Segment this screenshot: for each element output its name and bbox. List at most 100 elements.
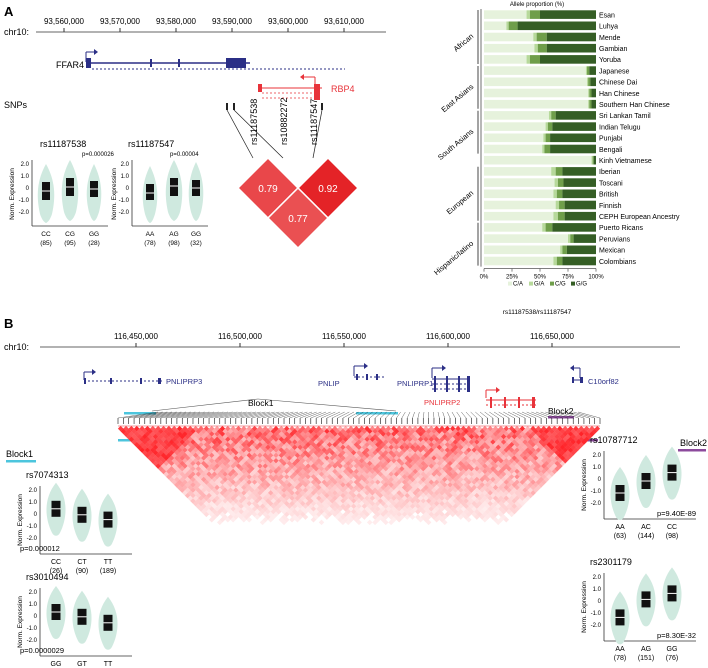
snp-fan-line [283,411,303,419]
ld-cell [246,468,252,475]
bar-segment [545,133,551,143]
ld-cell [216,449,223,456]
snp-fan-line [407,411,411,419]
ld-cell [262,479,269,486]
svg-text:(28): (28) [88,240,100,247]
ld-cell [439,441,445,448]
bar-segment [484,10,527,19]
ld-cell [176,441,183,448]
ld-cell [329,449,336,456]
ld-cell [273,463,279,469]
category-label: Punjabi [599,136,623,143]
ld-cell [511,460,518,467]
ld-cell [431,482,437,488]
ld-cell [195,498,202,504]
snp-fan-line [470,411,477,419]
ld-cell [262,511,269,518]
bar-segment [484,43,535,53]
svg-text:GG: GG [191,231,201,238]
snp-fan-line [289,411,308,419]
ld-cell [251,506,258,512]
ld-cell [374,468,381,475]
ld-cell [420,482,427,488]
ld-cell [174,460,180,467]
ld-cell [299,468,306,475]
ld-cell [211,498,218,504]
ld-cell [431,460,437,467]
snp-fan-line [540,411,558,419]
ld-cell [420,498,427,504]
bar-segment [553,211,558,221]
b-tick-label: 116,650,000 [530,332,574,341]
ld-cell [457,498,464,504]
ld-cell [216,487,223,494]
ld-cell [273,425,279,432]
ld-cell [374,463,381,469]
ld-cell [329,482,336,488]
ld-cell [388,519,394,526]
ld-cell [195,449,202,456]
legend-label: C/G [555,282,566,288]
ld-cell [310,495,317,502]
ld-cell [241,468,247,475]
ld-cell [393,444,400,451]
ld-cell [476,458,483,464]
bar-segment [593,155,596,165]
ld-cell [439,431,445,437]
bar-segment [588,99,590,109]
snps-label: SNPs [4,100,28,110]
ld-value: 0.92 [318,184,338,195]
bar-segment [592,155,594,165]
ld-cell [412,506,419,512]
bar-segment [562,189,596,199]
snp-fan-line [456,411,461,419]
ld-cell [476,479,483,486]
ld-cell [439,458,445,464]
bar-segment [526,10,530,19]
snp-fan-line [134,411,173,419]
ld-cell [382,449,389,456]
snp-fan-line [396,411,401,419]
bar-segment [484,133,544,143]
bar-segment [484,245,561,255]
svg-text:-1.0: -1.0 [119,198,130,204]
ld-cell [171,468,178,475]
snp-fan-line [139,411,177,419]
violin-snp-title: rs11187547 [128,139,174,149]
ld-cell [310,463,317,469]
violin-pvalue: p=9.40E-89 [657,509,696,518]
ld-cell [246,441,252,448]
ld-cell [540,441,547,448]
ld-cell [482,516,488,523]
snp-fan-line [465,411,472,419]
bar-segment [550,144,596,154]
genotype-label: CC [51,559,61,566]
ld-cell [249,449,255,456]
ld-cell [273,441,279,448]
ld-cell [495,476,502,483]
bar-segment [589,99,592,109]
ld-cell [412,425,419,432]
snp-fan-line [531,411,547,419]
ld-cell [266,186,330,250]
ld-cell [123,425,129,432]
ld-cell [273,506,279,512]
ld-cell [222,498,228,504]
ld-cell [227,449,234,456]
snp-fan-line [230,411,257,419]
genotype-label: TT [104,559,113,566]
ld-cell [227,498,234,504]
ld-cell [216,519,223,526]
violin-snp-title: rs10787712 [590,435,638,445]
ld-cell [235,441,242,448]
ld-cell [412,458,419,464]
ld-cell [241,516,247,523]
ld-cell [238,449,244,456]
ld-cell [420,449,427,456]
genotype-label: AG [641,646,651,653]
snp-fan-line [484,411,493,419]
ld-cell [187,441,194,448]
ld-cell [441,519,448,526]
